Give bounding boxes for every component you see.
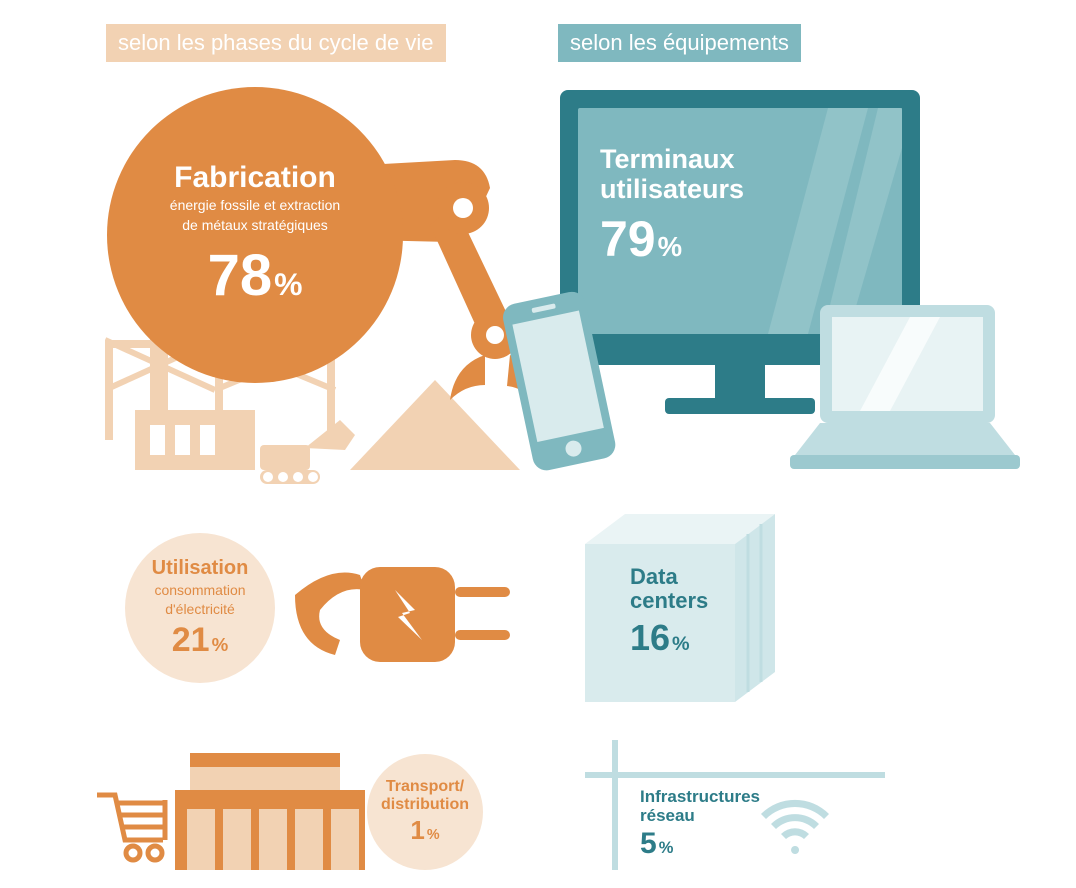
reseau-number: 5 xyxy=(640,827,657,860)
terminaux-title1: Terminaux xyxy=(600,145,744,175)
transport-circle: Transport/ distribution 1% xyxy=(367,754,483,870)
laptop-icon xyxy=(790,305,1020,485)
terminaux-value: 79% xyxy=(600,210,744,268)
utilisation-number: 21 xyxy=(172,621,210,659)
terminaux-unit: % xyxy=(658,231,682,262)
terminaux-group: Terminaux utilisateurs 79% xyxy=(520,90,1000,490)
utilisation-value: 21% xyxy=(172,621,228,660)
fabrication-sub2: de métaux stratégiques xyxy=(182,217,328,235)
datacenters-title2: centers xyxy=(630,589,708,613)
reseau-text: Infrastructures réseau 5% xyxy=(640,788,760,861)
reseau-title1: Infrastructures xyxy=(640,788,760,807)
reseau-title2: réseau xyxy=(640,807,760,826)
transport-title1: Transport/ xyxy=(386,778,464,796)
header-left-text: selon les phases du cycle de vie xyxy=(118,30,434,55)
monitor-stand xyxy=(715,365,765,400)
datacenters-title1: Data xyxy=(630,565,708,589)
smartphone-icon xyxy=(500,290,620,480)
utilisation-unit: % xyxy=(212,634,229,655)
datacenters-number: 16 xyxy=(630,617,670,658)
fabrication-unit: % xyxy=(274,266,302,302)
plug-icon xyxy=(290,555,520,685)
transport-number: 1 xyxy=(410,815,424,845)
fabrication-number: 78 xyxy=(208,243,273,308)
reseau-value: 5% xyxy=(640,827,760,861)
datacenters-text: Data centers 16% xyxy=(630,565,708,659)
transport-unit: % xyxy=(427,827,440,843)
fabrication-circle: Fabrication énergie fossile et extractio… xyxy=(107,87,403,383)
datacenters-value: 16% xyxy=(630,617,708,659)
header-left: selon les phases du cycle de vie xyxy=(106,24,446,62)
header-right: selon les équipements xyxy=(558,24,801,62)
datacenters-unit: % xyxy=(672,633,690,655)
utilisation-title: Utilisation xyxy=(152,557,249,580)
utilisation-sub1: consommation xyxy=(154,582,245,600)
terminaux-title2: utilisateurs xyxy=(600,175,744,205)
warehouse-icon xyxy=(95,745,365,885)
header-right-text: selon les équipements xyxy=(570,30,789,55)
terminaux-number: 79 xyxy=(600,211,656,267)
reseau-unit: % xyxy=(659,839,674,857)
fabrication-title: Fabrication xyxy=(174,161,336,195)
transport-value: 1% xyxy=(410,815,439,846)
utilisation-sub2: d'électricité xyxy=(165,601,235,619)
utilisation-circle: Utilisation consommation d'électricité 2… xyxy=(125,533,275,683)
transport-title2: distribution xyxy=(381,796,469,814)
fabrication-value: 78% xyxy=(208,242,303,309)
fabrication-sub1: énergie fossile et extraction xyxy=(170,197,340,215)
terminaux-text: Terminaux utilisateurs 79% xyxy=(600,145,744,268)
